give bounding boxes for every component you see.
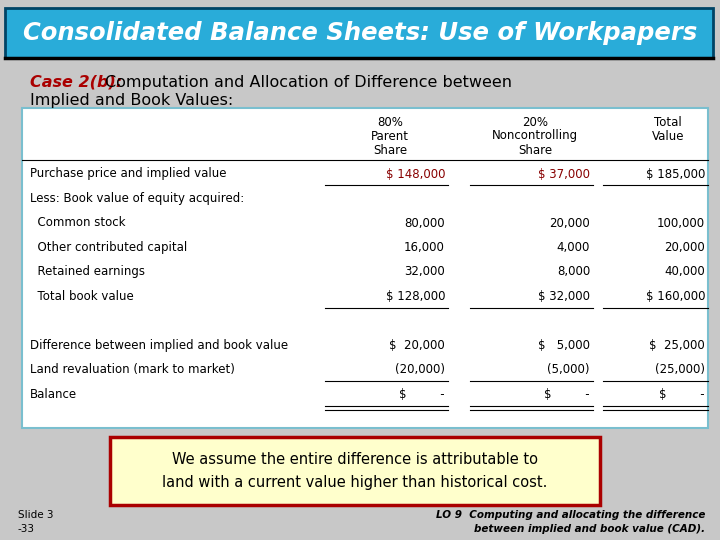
Text: Case 2(b):: Case 2(b): — [30, 75, 122, 90]
Text: (20,000): (20,000) — [395, 363, 445, 376]
Text: $ 185,000: $ 185,000 — [646, 167, 705, 180]
Text: 20,000: 20,000 — [549, 217, 590, 230]
Text: Value: Value — [652, 130, 684, 143]
Text: Total book value: Total book value — [30, 290, 134, 303]
Text: 80,000: 80,000 — [405, 217, 445, 230]
Text: Consolidated Balance Sheets: Use of Workpapers: Consolidated Balance Sheets: Use of Work… — [23, 21, 697, 45]
Text: 8,000: 8,000 — [557, 266, 590, 279]
Bar — [5, 8, 713, 58]
Text: Difference between implied and book value: Difference between implied and book valu… — [30, 339, 288, 352]
Text: $         -: $ - — [400, 388, 445, 401]
Text: Purchase price and implied value: Purchase price and implied value — [30, 167, 227, 180]
Text: 4,000: 4,000 — [557, 241, 590, 254]
Text: Retained earnings: Retained earnings — [30, 266, 145, 279]
Text: $ 128,000: $ 128,000 — [385, 290, 445, 303]
Text: $         -: $ - — [544, 388, 590, 401]
Text: LO 9  Computing and allocating the difference
between implied and book value (CA: LO 9 Computing and allocating the differ… — [436, 510, 705, 534]
Text: Less: Book value of equity acquired:: Less: Book value of equity acquired: — [30, 192, 244, 205]
Text: 40,000: 40,000 — [665, 266, 705, 279]
Text: 16,000: 16,000 — [404, 241, 445, 254]
Text: $         -: $ - — [660, 388, 705, 401]
Text: Parent: Parent — [371, 130, 409, 143]
Text: 80%: 80% — [377, 116, 403, 129]
Bar — [110, 437, 600, 505]
Text: We assume the entire difference is attributable to
land with a current value hig: We assume the entire difference is attri… — [162, 452, 548, 490]
Text: Balance: Balance — [30, 388, 77, 401]
Text: Common stock: Common stock — [30, 217, 125, 230]
Text: Computation and Allocation of Difference between: Computation and Allocation of Difference… — [105, 75, 512, 90]
Text: Share: Share — [518, 144, 552, 157]
Text: (25,000): (25,000) — [655, 363, 705, 376]
Text: 100,000: 100,000 — [657, 217, 705, 230]
Text: $ 37,000: $ 37,000 — [538, 167, 590, 180]
Text: Share: Share — [373, 144, 407, 157]
Text: 20%: 20% — [522, 116, 548, 129]
Text: $ 148,000: $ 148,000 — [385, 167, 445, 180]
Text: $ 32,000: $ 32,000 — [538, 290, 590, 303]
Text: Implied and Book Values:: Implied and Book Values: — [30, 93, 233, 109]
Text: $ 160,000: $ 160,000 — [646, 290, 705, 303]
Text: Total: Total — [654, 116, 682, 129]
Text: Slide 3
-33: Slide 3 -33 — [18, 510, 53, 534]
Text: Noncontrolling: Noncontrolling — [492, 130, 578, 143]
Text: Land revaluation (mark to market): Land revaluation (mark to market) — [30, 363, 235, 376]
Text: (5,000): (5,000) — [547, 363, 590, 376]
Text: 32,000: 32,000 — [404, 266, 445, 279]
Text: $  25,000: $ 25,000 — [649, 339, 705, 352]
Text: $  20,000: $ 20,000 — [390, 339, 445, 352]
Bar — [22, 108, 708, 428]
Text: $   5,000: $ 5,000 — [538, 339, 590, 352]
Text: 20,000: 20,000 — [665, 241, 705, 254]
Text: Other contributed capital: Other contributed capital — [30, 241, 187, 254]
